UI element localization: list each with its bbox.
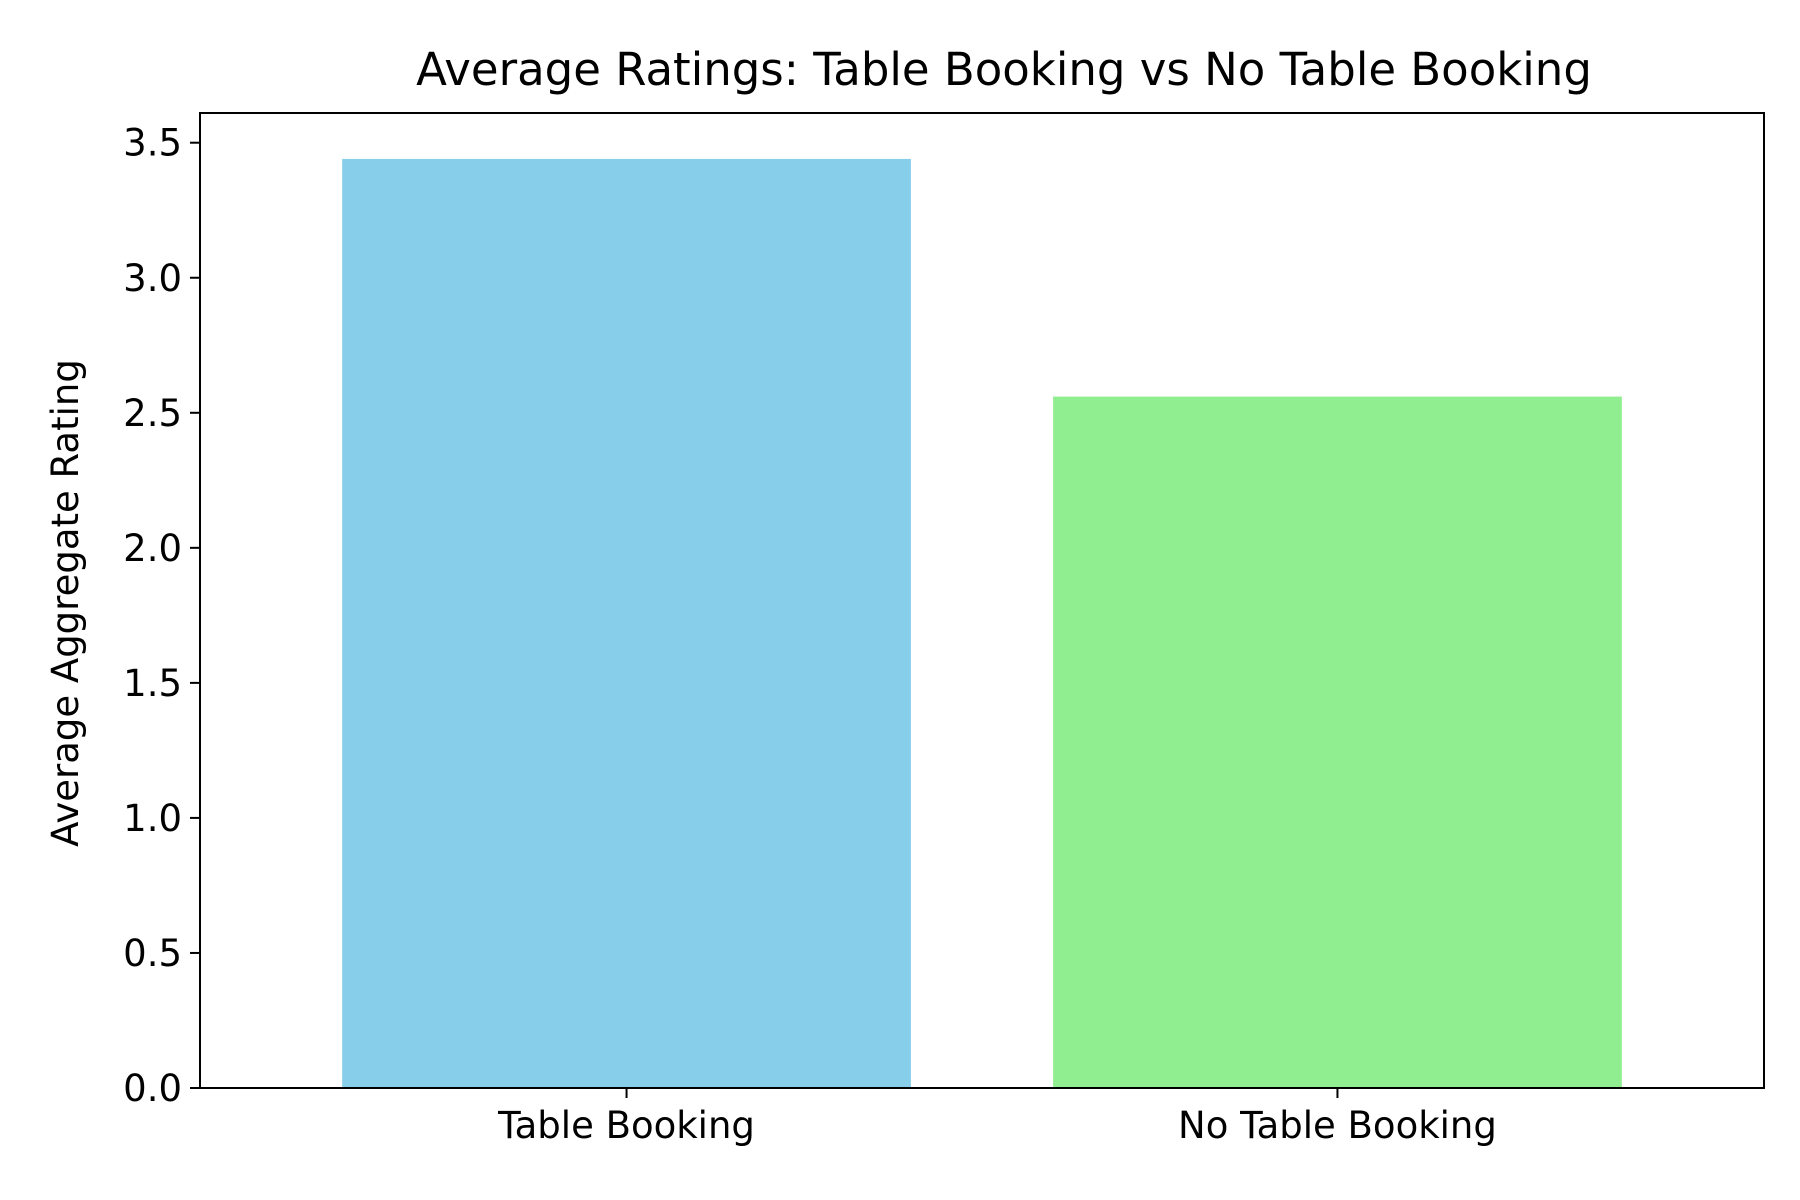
- plot-area: 0.0 0.5 1.0 1.5 2.0 2.5 3.0 3.5 Table Booking No …: [123, 112, 1765, 1147]
- y-tick-label: 0.5: [123, 932, 182, 975]
- y-tick-label: 1.5: [123, 662, 182, 705]
- bar-no-table-booking: [1053, 396, 1622, 1088]
- x-tick-label: No Table Booking: [1178, 1104, 1497, 1147]
- y-tick-label: 3.5: [123, 122, 182, 165]
- y-tick-label: 3.0: [123, 257, 182, 300]
- y-tick-label: 1.0: [123, 797, 182, 840]
- y-tick-label: 0.0: [123, 1067, 182, 1110]
- chart-title: Average Ratings: Table Booking vs No Tab…: [416, 43, 1592, 96]
- y-tick-label: 2.5: [123, 392, 182, 435]
- y-axis-label: Average Aggregate Rating: [44, 359, 87, 847]
- x-tick-label: Table Booking: [497, 1104, 755, 1147]
- plot-frame: [199, 112, 1765, 1089]
- bar-table-booking: [342, 158, 911, 1088]
- y-tick-label: 2.0: [123, 527, 182, 570]
